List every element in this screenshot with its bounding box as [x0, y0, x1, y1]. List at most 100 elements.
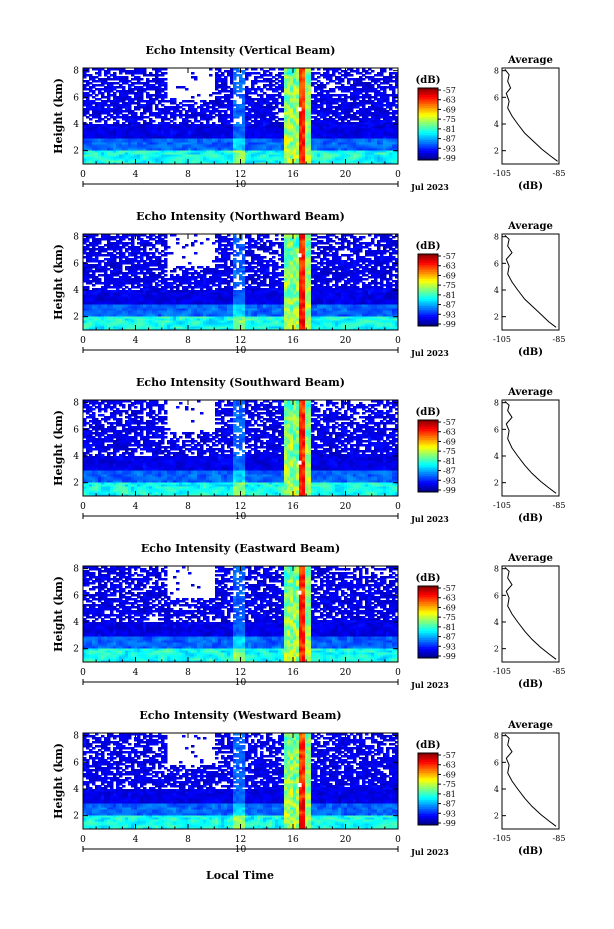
- avg-y-tick-label: 6: [494, 259, 499, 268]
- colorbar-tick-label: -69: [443, 603, 456, 612]
- colorbar-gradient: [418, 88, 438, 161]
- avg-y-tick-label: 8: [494, 233, 499, 242]
- avg-y-tick-label: 6: [494, 591, 499, 600]
- colorbar-tick-label: -87: [443, 467, 456, 476]
- y-tick-label: 4: [73, 120, 79, 130]
- x-tick-label: 0: [395, 668, 401, 678]
- x-tick-label: 8: [185, 336, 191, 346]
- colorbar-tick-label: -63: [443, 262, 456, 271]
- colorbar-tick-label: -93: [443, 310, 456, 319]
- notch-mark: [297, 783, 302, 787]
- chart-panel: Echo Intensity (Westward Beam) 0 4 8 12 16 20 0…: [52, 709, 565, 857]
- colorbar-tick-label: -63: [443, 594, 456, 603]
- colorbar-gradient: [418, 586, 438, 659]
- colorbar-tick-label: -69: [443, 105, 456, 114]
- colorbar-unit: (dB): [416, 407, 441, 418]
- x-tick-label: 0: [395, 835, 401, 845]
- avg-title: Average: [507, 221, 553, 232]
- x-tick-label: 20: [340, 668, 352, 678]
- colorbar-tick-label: -81: [443, 457, 456, 466]
- colorbar-gradient: [418, 420, 438, 493]
- y-tick-label: 8: [73, 565, 79, 575]
- avg-y-tick-label: 2: [494, 479, 499, 488]
- colorbar-tick-label: -81: [443, 790, 456, 799]
- avg-frame: [501, 233, 560, 331]
- colorbar-tick-label: -57: [443, 584, 456, 593]
- colorbar-tick-label: -87: [443, 301, 456, 310]
- colorbar-tick-label: -69: [443, 770, 456, 779]
- avg-profile-line: [504, 566, 557, 660]
- avg-title: Average: [507, 387, 553, 398]
- colorbar-frame: [417, 752, 439, 826]
- chart-panel: Echo Intensity (Southward Beam)0 4 8 12 16 20…: [52, 376, 565, 524]
- colorbar-tick-label: -93: [443, 642, 456, 651]
- date-marker: 10: [235, 346, 247, 356]
- avg-y-tick-label: 8: [494, 565, 499, 574]
- heatmap-cells: [83, 400, 399, 497]
- notch-mark: [297, 590, 302, 595]
- y-tick-label: 6: [73, 259, 79, 269]
- colorbar-tick-label: -63: [443, 96, 456, 105]
- colorbar-tick-label: -63: [443, 428, 456, 437]
- avg-frame: [501, 565, 560, 663]
- x-tick-label: 8: [185, 170, 191, 180]
- colorbar-tick-label: -57: [443, 252, 456, 261]
- x-tick-label: 16: [287, 336, 299, 346]
- avg-y-tick-label: 4: [494, 452, 499, 461]
- avg-x-tick-label: -105: [493, 335, 511, 344]
- y-tick-label: 6: [73, 425, 79, 435]
- avg-title: Average: [507, 720, 553, 731]
- avg-y-tick-label: 8: [494, 399, 499, 408]
- colorbar-gradient: [418, 254, 438, 327]
- colorbar-tick-label: -99: [443, 486, 456, 495]
- colorbar-tick-label: -75: [443, 447, 456, 456]
- chart-title: Echo Intensity (Westward Beam): [139, 709, 341, 722]
- colorbar-tick-label: -99: [443, 819, 456, 828]
- colorbar-tick-label: -69: [443, 437, 456, 446]
- colorbar-tick-label: -87: [443, 800, 456, 809]
- avg-title: Average: [507, 55, 553, 66]
- avg-x-tick-label: -85: [553, 501, 566, 510]
- avg-y-tick-label: 8: [494, 67, 499, 76]
- colorbar-tick-label: -69: [443, 271, 456, 280]
- avg-x-tick-label: -85: [553, 335, 566, 344]
- avg-x-tick-label: -105: [493, 501, 511, 510]
- notch-mark: [297, 460, 302, 465]
- x-tick-label: 4: [133, 668, 139, 678]
- heatmap-cells: [83, 234, 399, 331]
- x-tick-label: 16: [287, 668, 299, 678]
- chart-panel: Echo Intensity (Vertical Beam) 0 4 8 12 16 20 0…: [52, 44, 565, 192]
- x-tick-label: 0: [80, 502, 86, 512]
- x-tick-label: 4: [133, 170, 139, 180]
- date-marker: 10: [235, 678, 247, 688]
- avg-y-tick-label: 2: [494, 645, 499, 654]
- y-tick-label: 6: [73, 93, 79, 103]
- avg-profile-line: [504, 400, 557, 494]
- x-tick-label: 12: [235, 170, 246, 180]
- colorbar-unit: (dB): [416, 573, 441, 584]
- colorbar-tick-label: -93: [443, 476, 456, 485]
- x-tick-label: 16: [287, 170, 299, 180]
- colorbar-tick-label: -57: [443, 418, 456, 427]
- chart-title: Echo Intensity (Southward Beam): [136, 376, 345, 389]
- y-tick-label: 2: [73, 313, 79, 323]
- chart-title: Echo Intensity (Northward Beam): [136, 210, 345, 223]
- avg-y-tick-label: 6: [494, 425, 499, 434]
- x-tick-label: 12: [235, 668, 246, 678]
- x-tick-label: 8: [185, 668, 191, 678]
- x-tick-label: 8: [185, 835, 191, 845]
- date-label: Jul 2023: [410, 182, 449, 192]
- y-tick-label: 2: [73, 645, 79, 655]
- avg-title: Average: [507, 553, 553, 564]
- avg-x-label: (dB): [518, 846, 543, 857]
- date-marker: 10: [235, 845, 247, 855]
- chart-panel: Echo Intensity (Northward Beam)0 4 8 12 16 20…: [52, 210, 565, 358]
- avg-profile-line: [504, 234, 557, 328]
- colorbar-tick-label: -99: [443, 652, 456, 661]
- heatmap-cells: [83, 566, 399, 663]
- y-axis-label: Height (km): [52, 410, 65, 486]
- x-tick-label: 20: [340, 170, 352, 180]
- x-tick-label: 4: [133, 336, 139, 346]
- y-tick-label: 8: [73, 399, 79, 409]
- avg-x-tick-label: -85: [553, 834, 566, 843]
